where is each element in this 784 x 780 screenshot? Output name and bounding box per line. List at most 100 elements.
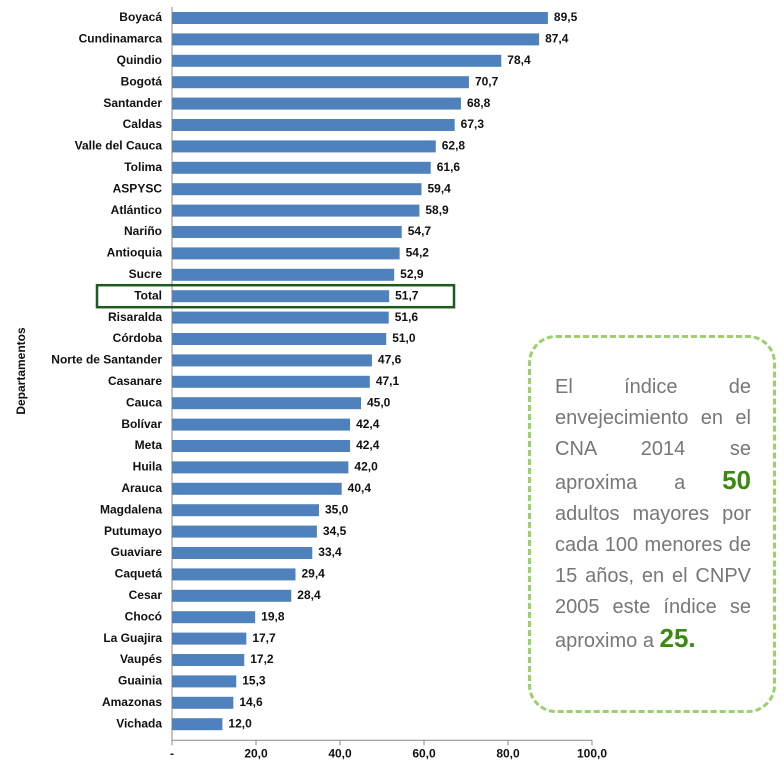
bar <box>172 311 389 324</box>
bar <box>172 525 317 538</box>
value-label: 35,0 <box>325 502 349 516</box>
y-tick-label: Cundinamarca <box>79 32 163 46</box>
value-label: 42,4 <box>356 417 380 431</box>
x-tick-label: 20,0 <box>244 746 268 760</box>
value-label: 68,8 <box>467 96 491 110</box>
annotation-text: adultos mayores por cada 100 menores de … <box>555 503 751 652</box>
bar <box>172 183 422 196</box>
y-tick-label: Chocó <box>125 609 162 623</box>
value-label: 12,0 <box>228 716 252 730</box>
value-label: 47,6 <box>378 353 402 367</box>
y-tick-label: Cauca <box>126 395 162 409</box>
y-tick-label: Vichada <box>116 716 162 730</box>
value-label: 17,7 <box>252 631 276 645</box>
bar <box>172 290 390 303</box>
bar <box>172 161 431 174</box>
y-tick-label: Antioquia <box>107 246 163 260</box>
y-tick-label: Guainia <box>118 674 162 688</box>
bar <box>172 482 342 495</box>
bar <box>172 418 351 431</box>
value-label: 28,4 <box>297 588 321 602</box>
bar <box>172 204 420 217</box>
annotation: El índice de envejecimiento en el CNA 20… <box>528 335 776 713</box>
y-tick-label: Boyacá <box>119 10 162 24</box>
annotation-highlight: 50 <box>722 465 752 495</box>
bar <box>172 119 455 131</box>
value-label: 42,4 <box>356 438 380 452</box>
bar <box>172 547 313 559</box>
value-label: 51,7 <box>395 288 419 302</box>
y-tick-label: Putumayo <box>104 524 162 538</box>
value-label: 42,0 <box>354 460 378 474</box>
y-tick-label: Vaupés <box>120 652 162 666</box>
bar <box>172 568 296 581</box>
y-tick-label: Santander <box>103 96 162 110</box>
value-label: 54,2 <box>406 246 430 260</box>
bar <box>172 696 234 709</box>
value-label: 52,9 <box>400 267 424 281</box>
value-label: 89,5 <box>554 10 578 24</box>
bar <box>172 375 370 388</box>
y-tick-label: Norte de Santander <box>51 353 162 367</box>
value-label: 58,9 <box>425 203 449 217</box>
y-tick-label: Valle del Cauca <box>75 139 163 153</box>
bar <box>172 12 548 24</box>
bar <box>172 611 256 624</box>
y-tick-label: Caquetá <box>115 567 163 581</box>
y-tick-label: Quindio <box>117 53 162 67</box>
y-tick-label: Atlántico <box>111 203 162 217</box>
value-label: 47,1 <box>376 374 400 388</box>
bar <box>172 589 292 602</box>
bar <box>172 718 223 731</box>
value-label: 61,6 <box>437 160 461 174</box>
value-label: 51,0 <box>392 331 416 345</box>
y-tick-label: Arauca <box>121 481 162 495</box>
y-tick-label: Caldas <box>123 117 163 131</box>
bar <box>172 654 245 666</box>
value-label: 70,7 <box>475 74 499 88</box>
value-label: 17,2 <box>250 652 274 666</box>
y-tick-label: Nariño <box>124 224 162 238</box>
bar <box>172 247 400 260</box>
bar <box>172 504 319 517</box>
bar <box>172 76 469 89</box>
highlight-box <box>95 283 456 309</box>
x-tick-label: - <box>170 746 174 760</box>
value-label: 45,0 <box>367 395 391 409</box>
value-label: 67,3 <box>461 117 485 131</box>
x-tick-label: 40,0 <box>328 746 352 760</box>
y-tick-label: Risaralda <box>108 310 162 324</box>
y-tick-label: Guaviare <box>111 545 163 559</box>
value-label: 34,5 <box>323 524 347 538</box>
y-tick-label: Sucre <box>129 267 163 281</box>
y-tick-label: Total <box>134 288 162 302</box>
value-label: 87,4 <box>545 32 569 46</box>
value-label: 29,4 <box>301 567 325 581</box>
value-label: 59,4 <box>427 181 451 195</box>
x-tick-label: 60,0 <box>412 746 436 760</box>
x-tick-label: 100,0 <box>577 746 607 760</box>
bar <box>172 333 387 345</box>
y-tick-label: ASPYSC <box>113 181 163 195</box>
y-tick-label: Amazonas <box>102 695 162 709</box>
bar <box>172 440 351 452</box>
value-label: 14,6 <box>239 695 263 709</box>
bar <box>172 140 436 153</box>
value-label: 78,4 <box>507 53 531 67</box>
bar <box>172 33 540 46</box>
value-label: 33,4 <box>318 545 342 559</box>
value-label: 54,7 <box>408 224 432 238</box>
y-tick-label: La Guajira <box>103 631 162 645</box>
y-tick-label: Huila <box>133 460 163 474</box>
bar <box>172 461 349 474</box>
bar <box>172 268 395 281</box>
y-tick-label: Cesar <box>129 588 163 602</box>
bar <box>172 675 237 688</box>
y-tick-label: Bogotá <box>121 74 163 88</box>
y-axis-label: Departamentos <box>14 327 28 415</box>
y-tick-label: Bolívar <box>121 417 162 431</box>
bar <box>172 354 372 367</box>
bar <box>172 632 247 645</box>
